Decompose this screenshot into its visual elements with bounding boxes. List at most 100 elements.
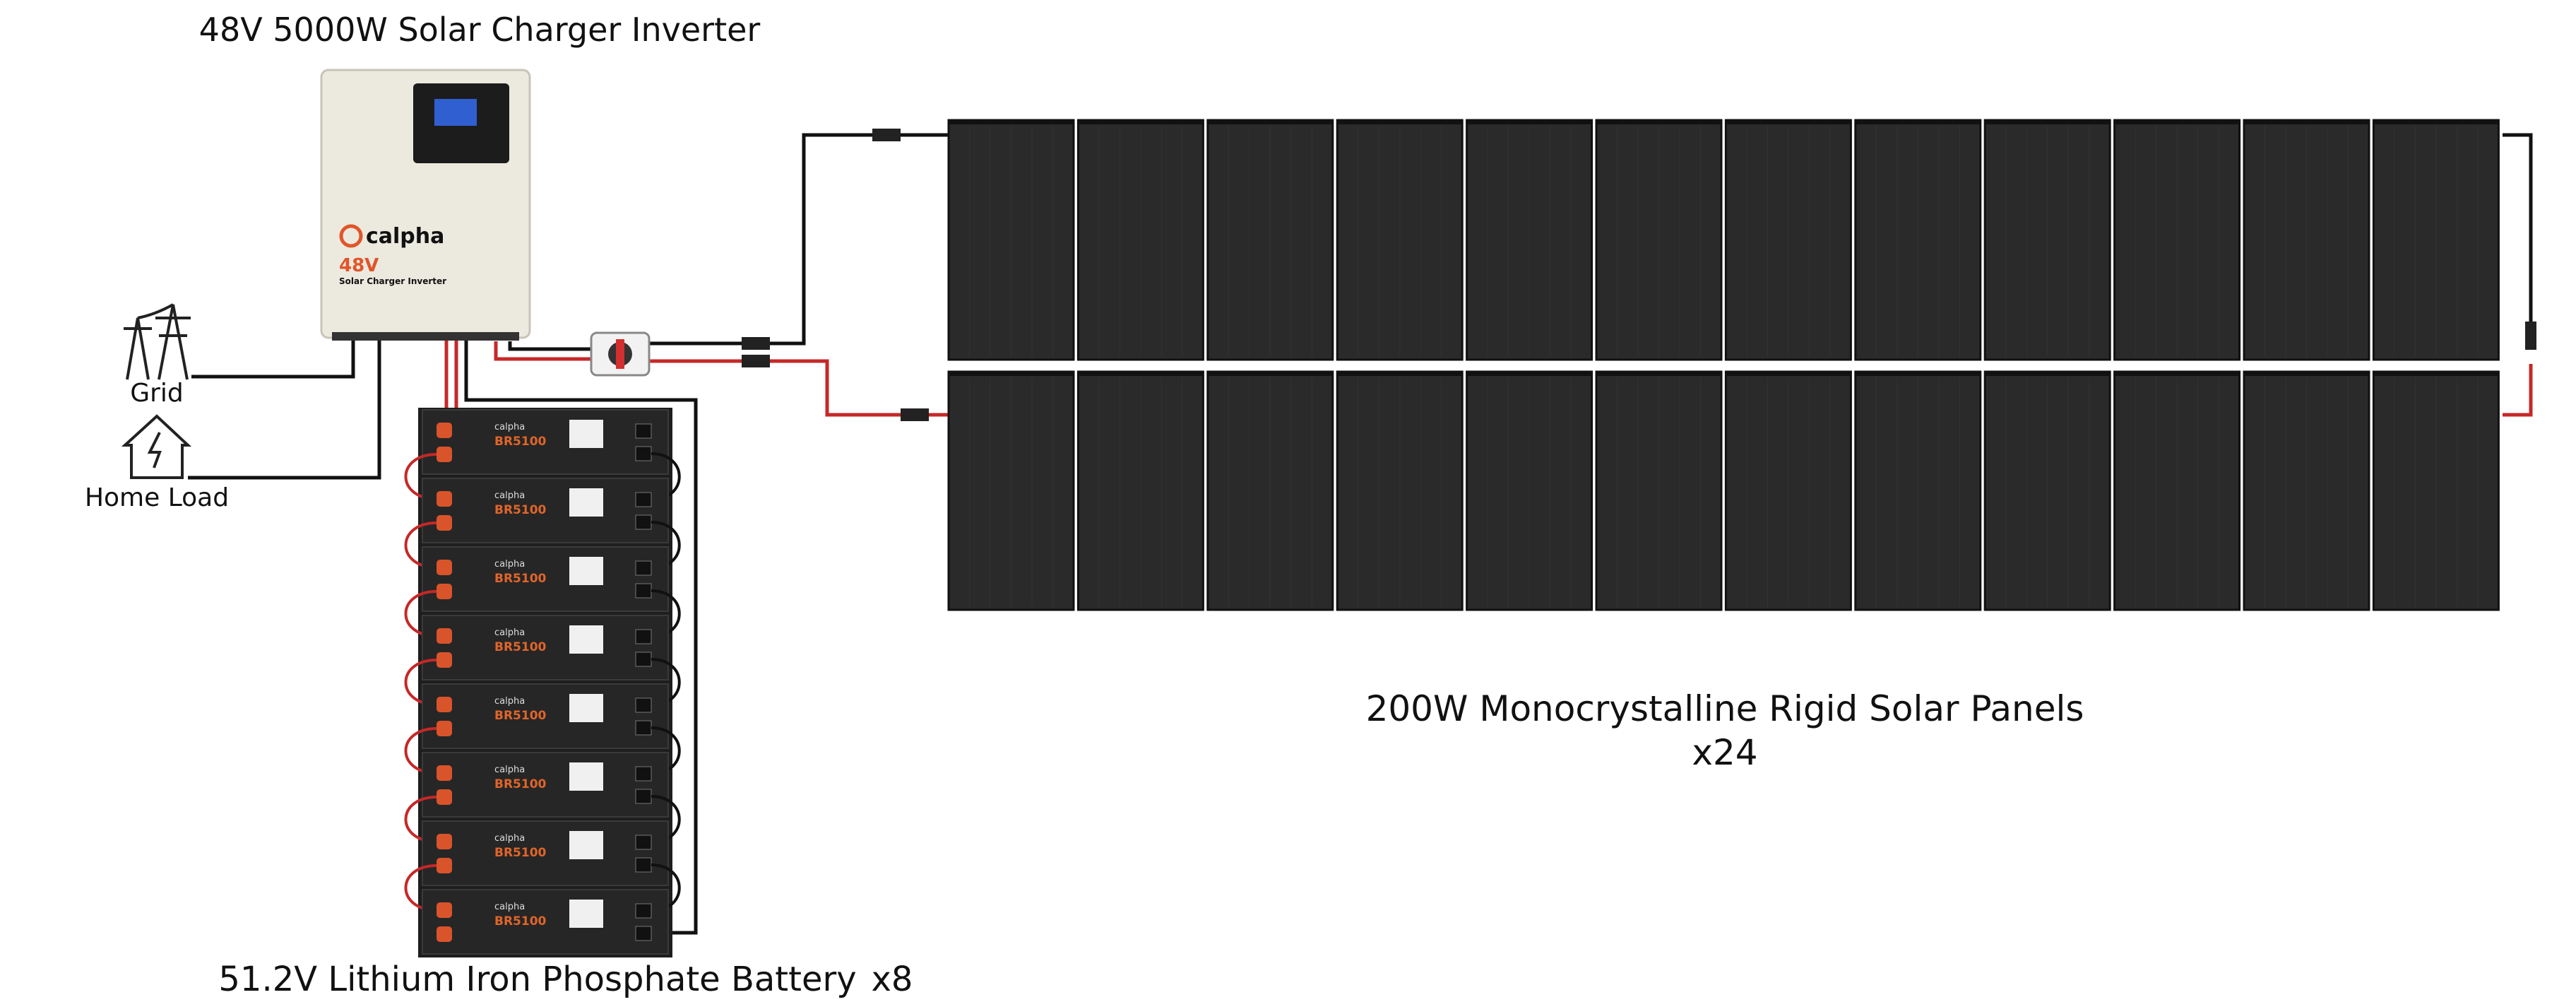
- solar-array: [947, 119, 2500, 611]
- connector: [742, 355, 770, 367]
- terminal: [437, 515, 452, 531]
- pv-top-wire: [649, 133, 949, 346]
- battery-module: [422, 683, 669, 749]
- battery-port: [635, 492, 652, 507]
- inverter-model: Solar Charger Inverter: [339, 276, 446, 286]
- terminal: [437, 447, 452, 462]
- panels-label: 200W Monocrystalline Rigid Solar Panels: [1366, 688, 2084, 729]
- panel-frame: [1337, 120, 1463, 124]
- panel-frame: [1207, 372, 1333, 376]
- battery-module: [422, 409, 669, 475]
- disconnect-switch: [590, 331, 651, 377]
- pv-black-wire: [508, 341, 593, 351]
- panel-frame: [2373, 372, 2499, 376]
- grid-wire: [191, 338, 355, 379]
- battery-model: BR5100: [494, 640, 547, 654]
- battery-brand: calpha: [494, 627, 525, 638]
- battery-module: [422, 752, 669, 818]
- wires: [188, 129, 2536, 935]
- panel-frame: [949, 120, 1074, 124]
- battery-port: [635, 720, 652, 736]
- series-wire: [2503, 364, 2533, 417]
- inverter-brand: calpha: [366, 224, 444, 249]
- panel-frame: [1596, 372, 1721, 376]
- home-wire: [188, 338, 381, 480]
- inverter-voltage: 48V: [339, 255, 379, 276]
- battery-display: [569, 694, 603, 722]
- terminal: [437, 697, 452, 712]
- panel-frame: [1726, 372, 1851, 376]
- panel-frame: [949, 372, 1074, 376]
- battery-port: [635, 766, 652, 782]
- panel-frame: [2114, 120, 2240, 124]
- battery-module: [422, 615, 669, 680]
- panel-frame: [1985, 372, 2111, 376]
- panel-frame: [2114, 372, 2240, 376]
- terminal: [437, 902, 452, 918]
- connector: [742, 337, 770, 350]
- connector: [2525, 322, 2536, 350]
- grid-icon: [124, 303, 191, 380]
- connector: [872, 129, 901, 141]
- terminal: [437, 834, 452, 849]
- pv-red-wire: [494, 341, 593, 361]
- battery-port: [635, 514, 652, 530]
- connector: [901, 408, 929, 421]
- battery-module: [422, 820, 669, 886]
- panel-frame: [1985, 120, 2111, 124]
- panel-frame: [1466, 372, 1592, 376]
- terminal: [437, 926, 452, 942]
- battery-port: [635, 835, 652, 850]
- home-label: Home Load: [85, 483, 229, 512]
- battery-brand: calpha: [494, 765, 525, 775]
- terminal: [437, 560, 452, 575]
- battery-model: BR5100: [494, 914, 547, 929]
- battery-stack: calpha BR5100 calpha BR5100 calpha BR5100 calp…: [404, 408, 681, 957]
- inverter: calpha 48V Solar Charger Inverter: [320, 69, 531, 341]
- panel-frame: [1078, 120, 1204, 124]
- battery-display: [569, 762, 603, 791]
- panel-frame: [1466, 120, 1592, 124]
- battery-port: [635, 789, 652, 804]
- battery-model: BR5100: [494, 435, 547, 449]
- battery-module: [422, 478, 669, 543]
- battery-label: 51.2V Lithium Iron Phosphate Battery: [218, 960, 856, 999]
- pv-bottom-wire: [649, 359, 949, 417]
- battery-port: [635, 857, 652, 873]
- battery-module: [422, 546, 669, 612]
- battery-port: [635, 926, 652, 941]
- panel-frame: [1078, 372, 1204, 376]
- terminal: [437, 789, 452, 805]
- battery-model: BR5100: [494, 777, 547, 791]
- battery-black-wire: [464, 338, 698, 935]
- battery-display: [569, 557, 603, 585]
- battery-model: BR5100: [494, 572, 547, 586]
- battery-module: [422, 889, 669, 955]
- panel-frame: [1855, 372, 1981, 376]
- panel-frame: [1596, 120, 1721, 124]
- terminal: [437, 491, 452, 507]
- inverter-title: 48V 5000W Solar Charger Inverter: [199, 11, 761, 49]
- terminal: [437, 858, 452, 873]
- panel-frame: [1855, 120, 1981, 124]
- terminal: [437, 423, 452, 438]
- panel-frame: [1207, 120, 1333, 124]
- battery-port: [635, 652, 652, 667]
- panel-frame: [2244, 120, 2369, 124]
- terminal: [437, 652, 452, 668]
- battery-port: [635, 423, 652, 439]
- panel-frame: [1726, 120, 1851, 124]
- battery-port: [635, 697, 652, 713]
- battery-port: [635, 560, 652, 576]
- battery-port: [635, 583, 652, 599]
- battery-model: BR5100: [494, 846, 547, 860]
- battery-brand: calpha: [494, 833, 525, 844]
- battery-model: BR5100: [494, 709, 547, 723]
- battery-model: BR5100: [494, 503, 547, 517]
- grid-label: Grid: [130, 379, 184, 408]
- panels-count: x24: [1692, 732, 1757, 773]
- battery-port: [635, 629, 652, 644]
- battery-display: [569, 420, 603, 448]
- battery-display: [569, 900, 603, 928]
